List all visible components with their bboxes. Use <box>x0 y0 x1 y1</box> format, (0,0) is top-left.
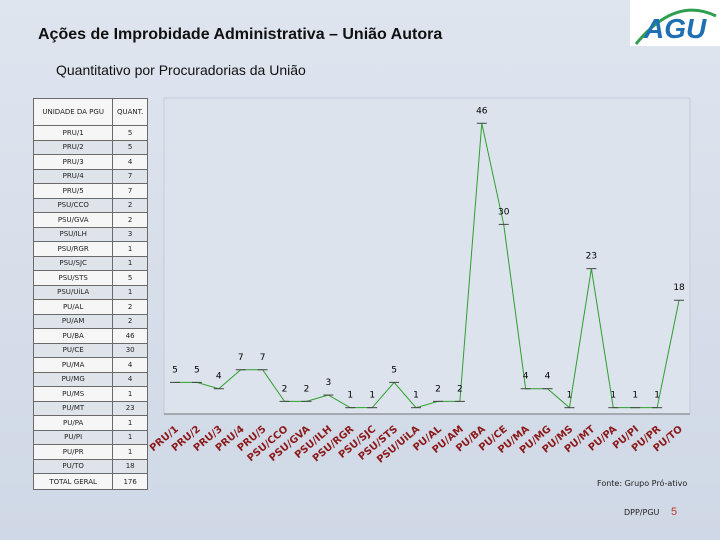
table-cell-unit: PU/PR <box>32 444 114 460</box>
data-label: 7 <box>260 353 266 363</box>
table-cell-unit: PU/MA <box>32 357 114 373</box>
table-cell-unit: PU/CE <box>32 342 114 358</box>
table-cell-quant: 5 <box>112 139 148 155</box>
data-label: 1 <box>369 391 375 401</box>
table-row: PU/MG 4 <box>32 371 148 387</box>
table-row: PRU/4 7 <box>32 168 148 184</box>
table-cell-unit: PSU/UiLA <box>32 284 114 300</box>
total-value: 176 <box>112 473 148 490</box>
data-label: 2 <box>435 384 441 394</box>
total-label: TOTAL GERAL <box>32 473 114 490</box>
table-row: PU/AL 2 <box>32 299 148 315</box>
table-cell-quant: 3 <box>112 226 148 242</box>
table-cell-unit: PRU/4 <box>32 168 114 184</box>
table-cell-unit: PU/PI <box>32 429 114 445</box>
data-label: 2 <box>457 384 463 394</box>
table-row: PSU/UiLA 1 <box>32 284 148 300</box>
table-row: PRU/5 7 <box>32 183 148 199</box>
data-label: 5 <box>391 365 397 375</box>
table-cell-quant: 5 <box>112 270 148 286</box>
data-label: 4 <box>216 372 222 382</box>
table-row: PU/TO 18 <box>32 458 148 474</box>
data-label: 5 <box>194 365 200 375</box>
data-label: 3 <box>326 378 332 388</box>
table-cell-quant: 7 <box>112 183 148 199</box>
data-label: 23 <box>586 252 597 262</box>
data-label: 18 <box>673 283 685 293</box>
data-label: 4 <box>545 372 551 382</box>
table-cell-quant: 4 <box>112 357 148 373</box>
table-cell-quant: 4 <box>112 154 148 170</box>
table-cell-unit: PSU/SJC <box>32 255 114 271</box>
table-row: PSU/RGR 1 <box>32 241 148 257</box>
table-cell-unit: PSU/GVA <box>32 212 114 228</box>
data-label: 5 <box>172 365 178 375</box>
data-label: 1 <box>413 391 419 401</box>
agu-logo: AGU <box>630 0 720 46</box>
table-row: PU/CE 30 <box>32 342 148 358</box>
table-cell-unit: PRU/5 <box>32 183 114 199</box>
table-row: PSU/GVA 2 <box>32 212 148 228</box>
data-label: 30 <box>498 207 510 217</box>
table-cell-quant: 1 <box>112 415 148 431</box>
table-row: PSU/ILH 3 <box>32 226 148 242</box>
table-cell-quant: 1 <box>112 241 148 257</box>
table-cell-unit: PSU/STS <box>32 270 114 286</box>
data-label: 1 <box>654 391 660 401</box>
data-label: 1 <box>632 391 638 401</box>
plot-area <box>163 97 691 415</box>
page-title: Ações de Improbidade Administrativa – Un… <box>38 26 443 43</box>
table-cell-unit: PRU/1 <box>32 125 114 141</box>
table-row: PSU/CCO 2 <box>32 197 148 213</box>
table-row: PRU/1 5 <box>32 125 148 141</box>
data-label: 4 <box>523 372 529 382</box>
table-cell-unit: PU/AL <box>32 299 114 315</box>
table-cell-unit: PSU/ILH <box>32 226 114 242</box>
table-cell-quant: 2 <box>112 197 148 213</box>
data-label: 2 <box>304 384 310 394</box>
data-label: 1 <box>567 391 573 401</box>
table-cell-quant: 5 <box>112 125 148 141</box>
table-cell-unit: PU/MS <box>32 386 114 402</box>
table-row: PRU/3 4 <box>32 154 148 170</box>
table-row: PU/PI 1 <box>32 429 148 445</box>
col-header-quant: QUANT. <box>112 98 148 126</box>
table-cell-quant: 7 <box>112 168 148 184</box>
table-cell-unit: PSU/CCO <box>32 197 114 213</box>
table-cell-quant: 2 <box>112 212 148 228</box>
table-cell-unit: PSU/RGR <box>32 241 114 257</box>
table-cell-unit: PRU/3 <box>32 154 114 170</box>
table-cell-quant: 18 <box>112 458 148 474</box>
page-number: 5 <box>671 506 678 518</box>
data-label: 1 <box>347 391 353 401</box>
quantity-table: UNIDADE DA PGU QUANT. PRU/1 5 PRU/2 5 PRU/3 4… <box>32 98 148 490</box>
table-cell-unit: PU/TO <box>32 458 114 474</box>
data-label: 7 <box>238 353 244 363</box>
table-cell-quant: 4 <box>112 371 148 387</box>
col-header-unit: UNIDADE DA PGU <box>32 98 114 126</box>
data-label: 2 <box>282 384 288 394</box>
table-row: PRU/2 5 <box>32 139 148 155</box>
footer-dept: DPP/PGU <box>624 508 660 517</box>
table-row: PU/MT 23 <box>32 400 148 416</box>
table-cell-unit: PRU/2 <box>32 139 114 155</box>
data-label: 1 <box>610 391 616 401</box>
table-row: PSU/STS 5 <box>32 270 148 286</box>
table-row: PU/MA 4 <box>32 357 148 373</box>
logo-text: AGU <box>643 13 707 44</box>
source-note: Fonte: Grupo Pró-ativo <box>597 479 688 488</box>
table-cell-quant: 1 <box>112 284 148 300</box>
data-label: 46 <box>476 106 488 116</box>
page-subtitle: Quantitativo por Procuradorias da União <box>56 62 306 78</box>
table-row: PU/PA 1 <box>32 415 148 431</box>
